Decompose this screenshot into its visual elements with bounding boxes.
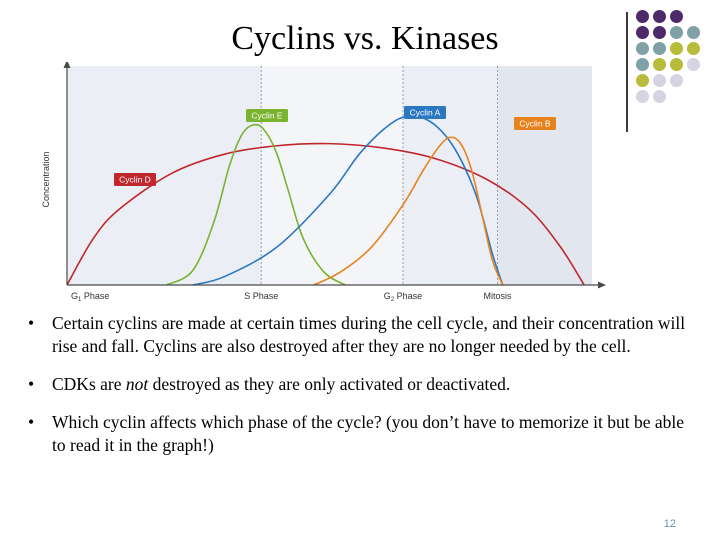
bullet-marker: • (28, 313, 35, 333)
series-tag (514, 117, 556, 130)
series-tag-label: Cyclin A (410, 108, 441, 118)
decoration-dot (670, 42, 683, 55)
phase-label: S Phase (244, 291, 278, 301)
decoration-dot (636, 42, 649, 55)
bullet-item: • Certain cyclins are made at certain tim… (28, 312, 698, 358)
bullet-item: • CDKs are not destroyed as they are only… (28, 373, 698, 396)
y-axis-arrow (63, 62, 71, 68)
phase-band (261, 66, 403, 285)
x-axis-arrow (598, 281, 606, 289)
bullet-marker: • (28, 374, 35, 394)
emphasis-text: not (125, 374, 149, 394)
series-line-cyclin-a (192, 115, 504, 286)
series-tag-label: Cyclin D (119, 175, 151, 185)
decoration-dot (636, 74, 649, 87)
dot-grid-decoration (636, 10, 716, 120)
page-number: 12 (663, 518, 676, 530)
bullet-text: CDKs are not destroyed as they are only … (52, 374, 511, 394)
decoration-dot (636, 26, 649, 39)
decoration-dot (653, 42, 666, 55)
chart-axes (63, 62, 606, 289)
decoration-dot (636, 90, 649, 103)
decoration-dot (636, 10, 649, 23)
series-tag (404, 106, 446, 119)
series-tag-label: Cyclin B (519, 119, 551, 129)
series-tag (114, 173, 156, 186)
y-axis-label: Concentration (41, 151, 51, 207)
phase-label: G1 Phase (71, 291, 109, 303)
decoration-dot (687, 58, 700, 71)
chart-series (66, 115, 585, 286)
phase-band (403, 66, 498, 285)
decoration-dot (653, 74, 666, 87)
bullet-item: • Which cyclin affects which phase of the… (28, 411, 698, 457)
slide-title: Cyclins vs. Kinases (231, 20, 499, 57)
title-divider (626, 12, 628, 132)
decoration-dot (653, 58, 666, 71)
decoration-dot (653, 90, 666, 103)
decoration-dot (687, 42, 700, 55)
bullet-marker: • (28, 412, 35, 432)
decoration-dot (670, 74, 683, 87)
decoration-dot (636, 58, 649, 71)
chart-labels: Concentration G1 Phase S Phase G2 Phase Mito… (41, 106, 556, 303)
series-line-cyclin-e (166, 123, 346, 286)
phase-band (497, 66, 592, 285)
decoration-dot (670, 10, 683, 23)
decoration-dot (653, 26, 666, 39)
chart-background (67, 66, 592, 285)
bullet-list: • Certain cyclins are made at certain tim… (28, 312, 698, 472)
series-tag (246, 109, 288, 122)
phase-label: Mitosis (483, 291, 512, 301)
series-tag-label: Cyclin E (251, 111, 283, 121)
cyclin-chart: Concentration G1 Phase S Phase G2 Phase Mito… (41, 62, 606, 303)
bullet-text: Which cyclin affects which phase of the … (52, 412, 685, 455)
decoration-dot (670, 58, 683, 71)
bullet-text: Certain cyclins are made at certain time… (52, 313, 686, 356)
phase-band (67, 66, 262, 285)
decoration-dot (687, 26, 700, 39)
series-line-cyclin-d (66, 142, 585, 286)
series-line-cyclin-b (313, 136, 504, 286)
decoration-dot (670, 26, 683, 39)
decoration-dot (653, 10, 666, 23)
phase-label: G2 Phase (384, 291, 422, 303)
